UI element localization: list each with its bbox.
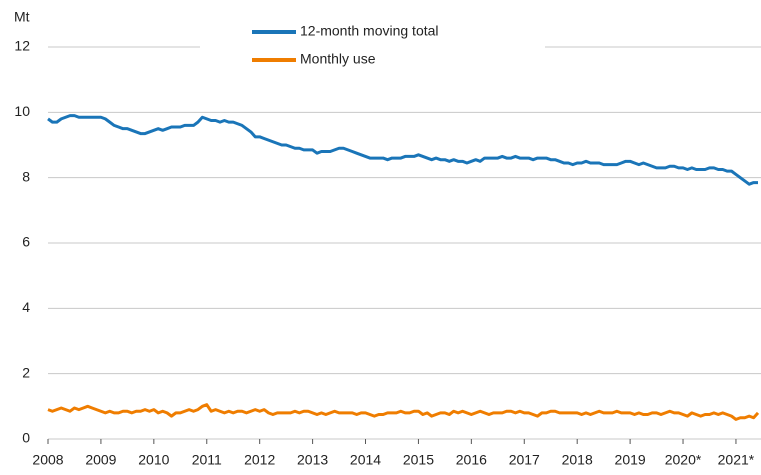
x-tick-label: 2010 [138,452,169,468]
x-tick-label: 2011 [192,452,222,468]
x-tick-label: 2013 [297,452,328,468]
y-tick-label: 6 [22,234,30,250]
legend-label: Monthly use [300,51,376,67]
series-line [47,403,760,421]
series-line [47,114,758,186]
x-tick-label: 2008 [32,452,63,468]
x-tick-label: 2012 [244,452,275,468]
y-tick-label: 10 [14,103,30,119]
x-tick-label: 2019 [615,452,646,468]
y-tick-label: 0 [22,430,30,446]
x-tick-label: 2018 [562,452,593,468]
x-tick-label: 2020* [665,452,702,468]
y-tick-label: 12 [14,38,30,54]
y-tick-label: 2 [22,364,30,380]
legend-label: 12-month moving total [300,23,439,39]
x-tick-label: 2021* [718,452,755,468]
x-tick-label: 2016 [456,452,487,468]
y-tick-label: 4 [22,299,30,315]
y-axis-label: Mt [14,9,30,25]
y-tick-label: 8 [22,168,30,184]
x-tick-label: 2014 [350,452,381,468]
x-tick-label: 2009 [85,452,116,468]
x-tick-label: 2017 [509,452,540,468]
legend-background [200,20,545,74]
x-tick-label: 2015 [403,452,434,468]
